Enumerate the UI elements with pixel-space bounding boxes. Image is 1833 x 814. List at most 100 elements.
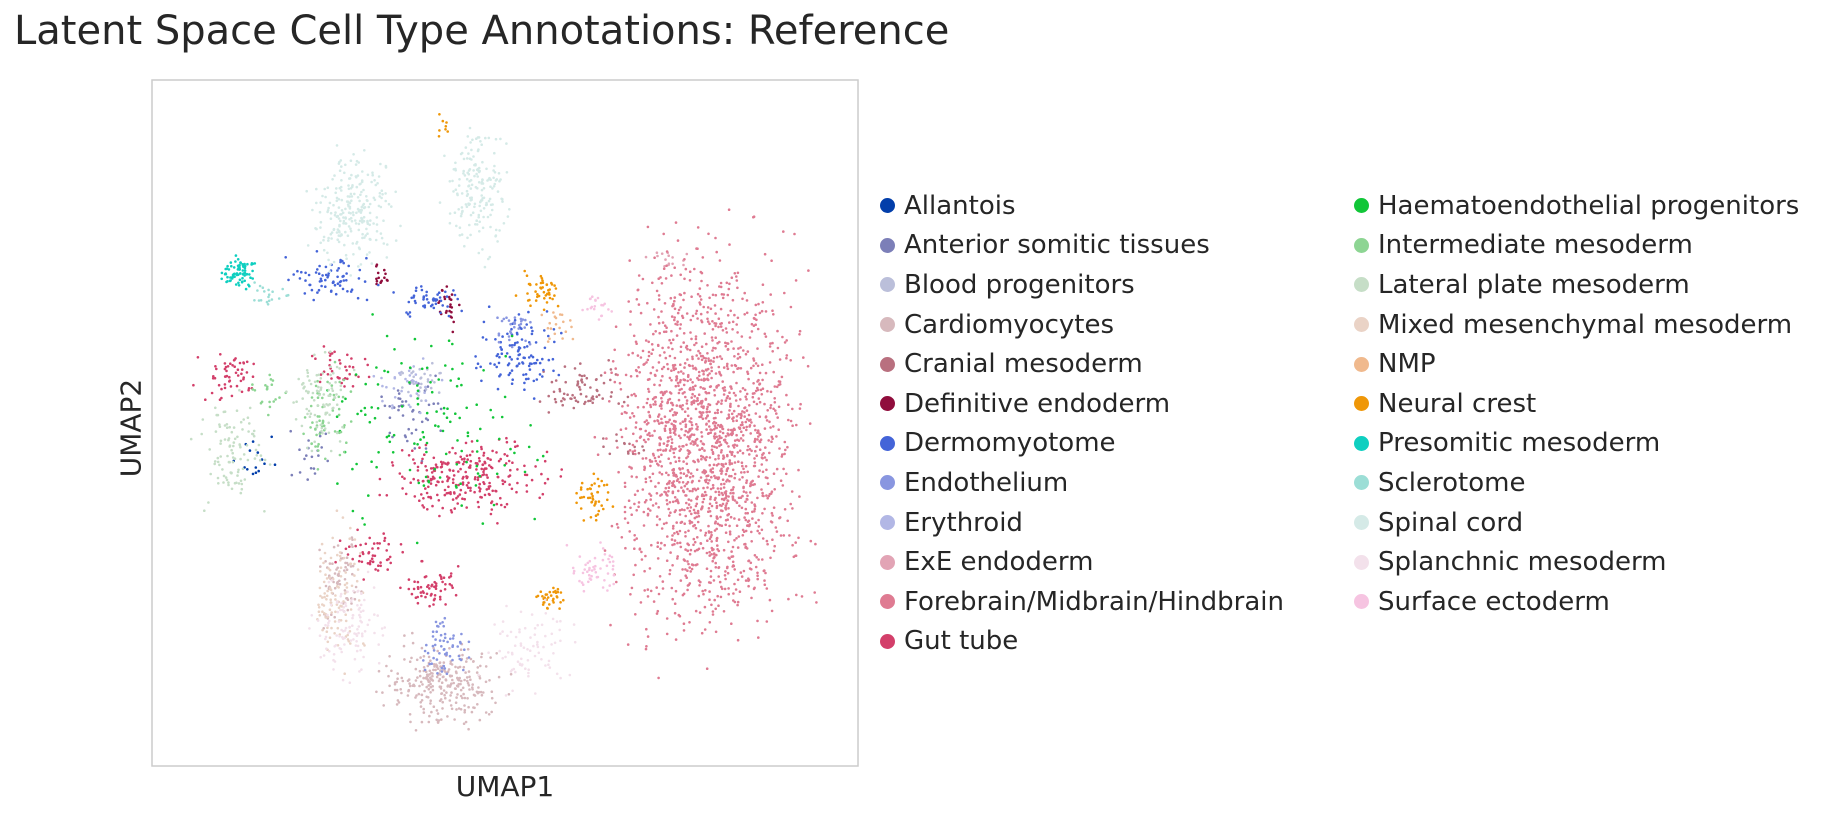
data-point — [400, 389, 403, 393]
data-point — [539, 590, 543, 593]
data-point — [772, 370, 775, 374]
data-point — [721, 427, 725, 431]
data-point — [671, 413, 675, 417]
data-point — [658, 443, 661, 447]
data-point — [333, 430, 337, 433]
data-point — [764, 416, 768, 419]
data-point — [403, 477, 406, 480]
data-point — [683, 433, 686, 437]
data-point — [785, 354, 789, 357]
data-point — [440, 670, 444, 673]
data-point — [693, 511, 697, 514]
data-point — [464, 441, 468, 445]
data-point — [731, 491, 735, 495]
data-point — [477, 215, 481, 219]
data-point — [321, 596, 324, 599]
data-point — [651, 472, 655, 476]
data-point — [693, 523, 696, 527]
data-point — [330, 613, 333, 616]
data-point — [391, 404, 394, 407]
data-point — [305, 407, 309, 411]
data-point — [706, 352, 709, 355]
data-point — [424, 447, 428, 450]
data-point — [717, 477, 720, 481]
data-point — [371, 171, 374, 174]
data-point — [505, 604, 508, 608]
data-point — [345, 369, 348, 372]
data-point — [715, 426, 718, 430]
data-point — [633, 502, 636, 506]
data-point — [415, 286, 418, 290]
data-point — [327, 206, 330, 210]
data-point — [360, 219, 363, 223]
data-point — [674, 589, 678, 593]
data-point — [361, 236, 364, 240]
data-point — [685, 399, 689, 402]
data-point — [434, 587, 438, 590]
data-point — [755, 402, 759, 406]
data-point — [700, 435, 704, 438]
data-point — [381, 399, 384, 403]
data-point — [677, 398, 681, 402]
data-point — [338, 280, 342, 284]
data-point — [670, 408, 674, 411]
data-point — [761, 387, 765, 391]
data-point — [710, 603, 713, 607]
data-point — [354, 163, 358, 166]
data-point — [754, 565, 758, 569]
data-point — [231, 275, 235, 278]
data-point — [777, 383, 781, 387]
data-point — [448, 180, 452, 183]
data-point — [251, 277, 254, 280]
data-point — [487, 305, 491, 309]
data-point — [223, 383, 227, 386]
data-point — [493, 151, 496, 155]
data-point — [316, 445, 320, 448]
data-point — [339, 260, 342, 264]
data-point — [481, 178, 484, 181]
data-point — [513, 316, 517, 319]
data-point — [321, 396, 324, 400]
data-point — [547, 659, 551, 663]
data-point — [652, 403, 655, 406]
data-point — [712, 356, 716, 360]
data-point — [536, 358, 539, 362]
data-point — [638, 548, 642, 551]
data-point — [606, 491, 610, 494]
legend-item: Splanchnic mesoderm — [1354, 542, 1799, 582]
data-point — [597, 393, 601, 397]
data-point — [670, 369, 673, 373]
data-point — [388, 431, 392, 435]
data-point — [314, 271, 318, 274]
data-point — [771, 341, 774, 345]
data-point — [422, 506, 426, 509]
data-point — [461, 362, 464, 365]
data-point — [351, 624, 354, 627]
data-point — [687, 470, 690, 474]
data-point — [420, 594, 423, 598]
data-point — [688, 621, 691, 624]
data-point — [707, 507, 711, 510]
data-point — [699, 312, 703, 316]
data-point — [704, 417, 708, 420]
data-point — [493, 363, 496, 366]
data-point — [453, 211, 457, 214]
legend-item: Spinal cord — [1354, 503, 1799, 543]
data-point — [732, 486, 735, 489]
data-point — [243, 266, 247, 270]
data-point — [333, 632, 336, 635]
data-point — [314, 357, 317, 361]
data-point — [711, 548, 714, 552]
data-point — [739, 571, 743, 574]
data-point — [306, 244, 310, 247]
data-point — [700, 413, 703, 417]
data-point — [603, 549, 607, 552]
data-point — [435, 410, 438, 413]
data-point — [444, 364, 447, 367]
data-point — [403, 658, 406, 661]
data-point — [500, 348, 504, 351]
data-point — [437, 301, 440, 305]
data-point — [356, 604, 359, 607]
data-point — [489, 225, 492, 229]
data-point — [371, 547, 374, 550]
